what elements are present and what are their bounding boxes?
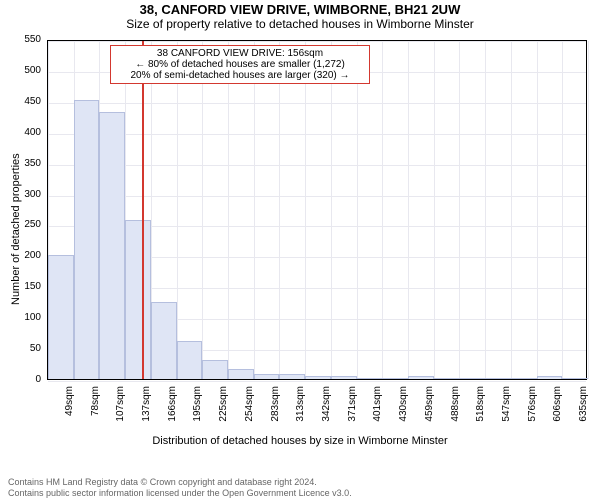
gridline-v: [202, 41, 203, 379]
y-tick-label: 550: [0, 34, 41, 45]
x-tick-label: 606sqm: [552, 386, 563, 430]
histogram-bar: [331, 376, 357, 379]
gridline-v: [537, 41, 538, 379]
x-tick-label: 195sqm: [192, 386, 203, 430]
histogram-bar: [177, 341, 203, 379]
x-tick-label: 401sqm: [372, 386, 383, 430]
x-tick-label: 635sqm: [578, 386, 589, 430]
gridline-v: [177, 41, 178, 379]
histogram-bar: [254, 374, 280, 379]
histogram-bar: [537, 376, 563, 379]
y-tick-label: 50: [0, 343, 41, 354]
plot-inner: [48, 41, 586, 379]
gridline-h: [48, 196, 586, 197]
gridline-v: [382, 41, 383, 379]
gridline-h: [48, 134, 586, 135]
chart-root: 38, CANFORD VIEW DRIVE, WIMBORNE, BH21 2…: [0, 0, 600, 500]
gridline-v: [588, 41, 589, 379]
y-tick-label: 200: [0, 250, 41, 261]
x-tick-label: 430sqm: [398, 386, 409, 430]
x-tick-label: 371sqm: [347, 386, 358, 430]
gridline-h: [48, 103, 586, 104]
y-tick-label: 100: [0, 312, 41, 323]
histogram-bar: [562, 378, 588, 379]
x-tick-label: 254sqm: [244, 386, 255, 430]
x-tick-label: 547sqm: [501, 386, 512, 430]
y-tick-label: 450: [0, 96, 41, 107]
x-tick-label: 459sqm: [424, 386, 435, 430]
gridline-v: [562, 41, 563, 379]
histogram-bar: [382, 378, 408, 379]
y-tick-label: 350: [0, 158, 41, 169]
histogram-bar: [48, 255, 74, 379]
gridline-h: [48, 381, 586, 382]
footer-attribution: Contains HM Land Registry data © Crown c…: [8, 477, 352, 498]
histogram-bar: [459, 378, 485, 379]
histogram-bar: [511, 378, 537, 379]
reference-line: [142, 41, 144, 379]
x-tick-label: 107sqm: [115, 386, 126, 430]
y-tick-label: 250: [0, 219, 41, 230]
gridline-h: [48, 41, 586, 42]
histogram-bar: [202, 360, 228, 379]
x-tick-label: 78sqm: [90, 386, 101, 430]
gridline-v: [279, 41, 280, 379]
callout-line-1: 38 CANFORD VIEW DRIVE: 156sqm: [115, 48, 365, 59]
histogram-bar: [408, 376, 434, 379]
x-tick-label: 166sqm: [167, 386, 178, 430]
histogram-bar: [305, 376, 331, 379]
x-tick-label: 576sqm: [527, 386, 538, 430]
gridline-v: [331, 41, 332, 379]
gridline-v: [408, 41, 409, 379]
x-tick-label: 488sqm: [450, 386, 461, 430]
histogram-bar: [125, 220, 151, 379]
gridline-v: [228, 41, 229, 379]
chart-title: 38, CANFORD VIEW DRIVE, WIMBORNE, BH21 2…: [0, 0, 600, 17]
callout-line-2: ← 80% of detached houses are smaller (1,…: [115, 59, 365, 70]
histogram-bar: [151, 302, 177, 379]
x-tick-label: 313sqm: [295, 386, 306, 430]
gridline-v: [511, 41, 512, 379]
x-tick-label: 342sqm: [321, 386, 332, 430]
gridline-v: [254, 41, 255, 379]
histogram-bar: [485, 378, 511, 379]
gridline-h: [48, 165, 586, 166]
callout-line-3: 20% of semi-detached houses are larger (…: [115, 70, 365, 81]
gridline-v: [485, 41, 486, 379]
y-tick-label: 400: [0, 127, 41, 138]
gridline-v: [434, 41, 435, 379]
histogram-bar: [357, 378, 383, 379]
x-axis-label: Distribution of detached houses by size …: [0, 435, 600, 447]
footer-line-1: Contains HM Land Registry data © Crown c…: [8, 477, 352, 487]
x-tick-label: 137sqm: [141, 386, 152, 430]
x-tick-label: 283sqm: [270, 386, 281, 430]
y-tick-label: 500: [0, 65, 41, 76]
histogram-bar: [279, 374, 305, 379]
x-tick-label: 518sqm: [475, 386, 486, 430]
gridline-v: [305, 41, 306, 379]
reference-callout: 38 CANFORD VIEW DRIVE: 156sqm ← 80% of d…: [110, 45, 370, 84]
histogram-bar: [228, 369, 254, 379]
histogram-bar: [434, 378, 460, 379]
y-tick-label: 0: [0, 374, 41, 385]
gridline-v: [459, 41, 460, 379]
chart-subtitle: Size of property relative to detached ho…: [0, 17, 600, 31]
y-tick-label: 150: [0, 281, 41, 292]
histogram-bar: [74, 100, 100, 379]
x-tick-label: 49sqm: [64, 386, 75, 430]
x-tick-label: 225sqm: [218, 386, 229, 430]
y-tick-label: 300: [0, 189, 41, 200]
plot-area: [47, 40, 587, 380]
footer-line-2: Contains public sector information licen…: [8, 488, 352, 498]
histogram-bar: [99, 112, 125, 379]
gridline-v: [357, 41, 358, 379]
